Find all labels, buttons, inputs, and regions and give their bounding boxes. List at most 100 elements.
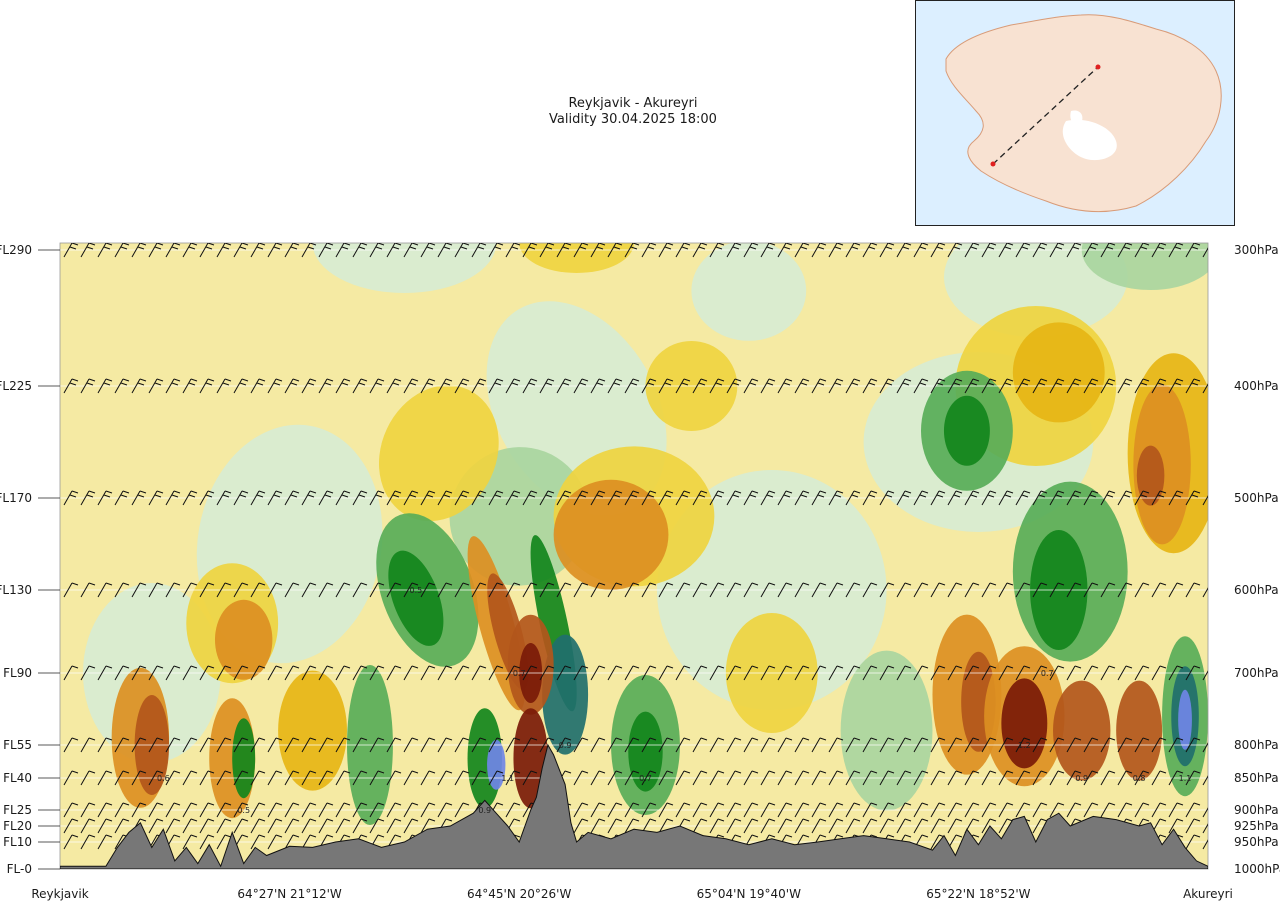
- wind-barb-flag: [428, 582, 436, 586]
- wind-barb-staff: [165, 818, 175, 834]
- wind-barb-staff: [216, 665, 226, 681]
- wind-barb-staff: [148, 582, 158, 598]
- wind-barb: [250, 802, 266, 818]
- wind-barb-flag: [207, 834, 215, 838]
- wind-barb-flag: [1091, 665, 1099, 669]
- wind-barb-flag: [460, 494, 468, 498]
- wind-barb-flag: [1089, 246, 1097, 250]
- wind-barb-flag: [511, 494, 519, 498]
- wind-barb-flag: [819, 834, 827, 838]
- wind-barb-staff: [335, 737, 345, 753]
- wind-barb: [879, 665, 895, 681]
- wind-barb-staff: [522, 582, 532, 598]
- wind-barb-flag: [377, 834, 385, 838]
- wind-barb-flag: [904, 490, 912, 494]
- wind-barb-staff: [896, 490, 906, 506]
- wind-barb-staff: [1066, 378, 1076, 394]
- wind-barb: [488, 243, 504, 258]
- wind-barb: [692, 818, 708, 834]
- wind-barb-flag: [666, 243, 674, 246]
- wind-barb-staff: [352, 665, 362, 681]
- wind-barb-flag: [936, 246, 944, 250]
- wind-barb-flag: [513, 378, 521, 382]
- wind-barb-flag: [1142, 802, 1150, 806]
- wind-barb-flag: [938, 665, 946, 669]
- wind-barb: [709, 737, 725, 753]
- wind-barb-flag: [258, 770, 266, 774]
- wind-barb-flag: [377, 378, 385, 382]
- wind-barb-flag: [309, 490, 317, 494]
- value-label: 0.5: [237, 806, 250, 815]
- wind-barb: [165, 582, 181, 598]
- wind-barb-staff: [896, 582, 906, 598]
- wind-barb: [335, 737, 351, 753]
- wind-barb-flag: [870, 834, 878, 838]
- wind-barb: [80, 802, 96, 818]
- wind-barb-staff: [250, 834, 260, 850]
- wind-barb-flag: [666, 582, 674, 586]
- fl-tick-label: FL-0: [7, 862, 32, 876]
- wind-barb-flag: [683, 378, 691, 382]
- wind-barb-staff: [369, 490, 379, 506]
- wind-barb-staff: [879, 818, 889, 834]
- wind-barb-staff: [1100, 770, 1110, 786]
- wind-barb-flag: [426, 246, 434, 250]
- wind-barb-staff: [624, 243, 634, 258]
- value-label: 0.9: [478, 806, 491, 815]
- wind-barb-flag: [1159, 665, 1167, 669]
- wind-barb: [165, 243, 181, 258]
- wind-barb: [709, 665, 725, 681]
- wind-barb-flag: [241, 665, 249, 669]
- wind-barb: [471, 490, 487, 506]
- wind-barb-flag: [1176, 802, 1184, 806]
- flight-level-axis: FL290FL225FL170FL130FL90FL55FL40FL25FL20…: [0, 243, 60, 876]
- wind-barb-staff: [284, 834, 294, 850]
- wind-barb-staff: [777, 818, 787, 834]
- wind-barb-flag: [785, 834, 793, 838]
- wind-barb-staff: [488, 378, 498, 394]
- wind-barb: [726, 243, 742, 258]
- wind-barb: [131, 665, 147, 681]
- wind-barb-staff: [352, 378, 362, 394]
- wind-barb: [522, 378, 538, 394]
- wind-barb: [913, 770, 929, 786]
- wind-barb-flag: [870, 243, 878, 246]
- wind-barb-flag: [649, 770, 657, 774]
- wind-barb: [641, 665, 657, 681]
- wind-barb-staff: [301, 665, 311, 681]
- wind-barb: [964, 802, 980, 818]
- wind-barb: [760, 665, 776, 681]
- wind-barb-flag: [462, 665, 470, 669]
- wind-barb-staff: [573, 770, 583, 786]
- wind-barb-staff: [114, 243, 124, 258]
- wind-barb-flag: [547, 582, 555, 586]
- wind-barb-flag: [477, 246, 485, 250]
- wind-barb-flag: [292, 802, 300, 806]
- wind-barb-staff: [879, 582, 889, 598]
- wind-barb: [1134, 802, 1150, 818]
- wind-barb-flag: [428, 490, 436, 494]
- wind-barb-staff: [964, 243, 974, 258]
- wind-barb: [233, 737, 249, 753]
- wind-barb-flag: [377, 490, 385, 494]
- wind-barb: [845, 802, 861, 818]
- wind-barb-flag: [936, 382, 944, 386]
- wind-barb: [1049, 737, 1065, 753]
- wind-barb-flag: [698, 494, 706, 498]
- wind-barb-staff: [471, 737, 481, 753]
- wind-barb-flag: [326, 378, 334, 382]
- wind-barb: [284, 582, 300, 598]
- wind-barb-flag: [734, 818, 742, 822]
- wind-barb-flag: [445, 582, 453, 586]
- wind-barb-staff: [981, 818, 991, 834]
- wind-barb-staff: [97, 834, 107, 850]
- wind-barb: [624, 378, 640, 394]
- wind-barb-flag: [579, 382, 587, 386]
- wind-barb-staff: [862, 665, 872, 681]
- wind-barb-flag: [462, 802, 470, 806]
- wind-barb-flag: [409, 494, 417, 498]
- wind-barb-flag: [615, 770, 623, 774]
- wind-barb-staff: [692, 378, 702, 394]
- wind-barb-staff: [709, 737, 719, 753]
- wind-barb-flag: [887, 490, 895, 494]
